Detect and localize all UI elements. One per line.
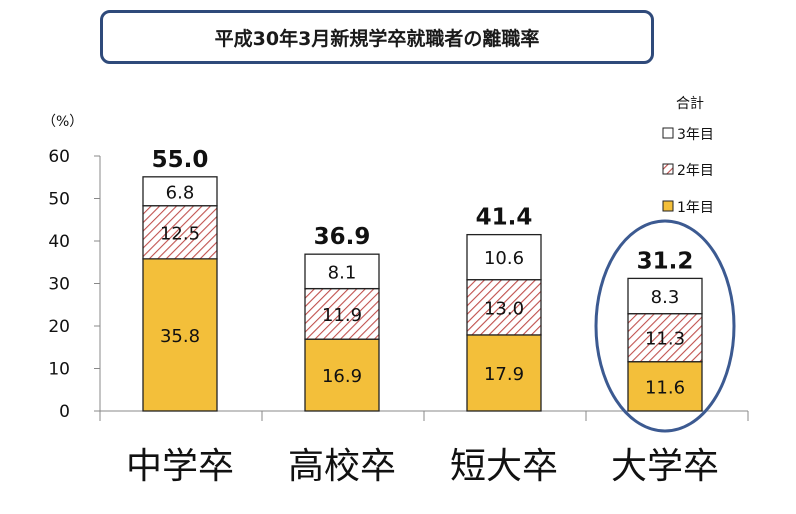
x-category-label: 短大卒 xyxy=(450,446,558,487)
y-tick-label: 60 xyxy=(48,147,70,167)
data-label: 8.3 xyxy=(651,287,680,308)
chart-title-box: 平成30年3月新規学卒就職者の離職率 xyxy=(100,10,654,64)
bar-segment-year2 xyxy=(142,205,218,260)
y-tick-label: 0 xyxy=(59,402,70,422)
total-label: 41.4 xyxy=(476,205,533,231)
y-tick-label: 20 xyxy=(48,317,70,337)
legend-label: 3年目 xyxy=(677,127,714,143)
data-label: 6.8 xyxy=(166,182,195,203)
legend-title: 合計 xyxy=(676,96,704,112)
x-category-label: 中学卒 xyxy=(126,446,234,487)
legend-label: 1年目 xyxy=(677,200,714,216)
y-tick-label: 30 xyxy=(48,275,70,295)
total-label: 36.9 xyxy=(314,224,371,250)
data-label: 13.0 xyxy=(484,298,524,319)
data-label: 16.9 xyxy=(322,366,362,387)
bar-segment-year1 xyxy=(142,258,218,412)
bar-segment-year1 xyxy=(627,361,703,412)
data-label: 35.8 xyxy=(160,326,200,347)
total-label: 31.2 xyxy=(637,248,694,274)
x-category-label: 大学卒 xyxy=(611,446,719,487)
legend-swatch xyxy=(662,127,674,139)
y-tick-label: 50 xyxy=(48,190,70,210)
bar-segment-year2 xyxy=(466,279,542,336)
bar-segment-year3 xyxy=(627,277,703,315)
chart-title: 平成30年3月新規学卒就職者の離職率 xyxy=(214,27,540,50)
data-label: 11.9 xyxy=(322,305,362,326)
x-category-label: 高校卒 xyxy=(288,446,396,487)
bar-segment-year3 xyxy=(466,233,542,281)
data-label: 10.6 xyxy=(484,248,524,269)
bar-segment-year2 xyxy=(304,287,380,340)
legend-label: 2年目 xyxy=(677,163,714,179)
legend-swatch xyxy=(662,200,674,212)
data-label: 11.6 xyxy=(645,377,685,398)
y-axis-unit: （%） xyxy=(42,114,83,130)
data-label: 17.9 xyxy=(484,364,524,385)
data-label: 12.5 xyxy=(160,223,200,244)
data-label: 8.1 xyxy=(328,262,357,283)
bar-segment-year1 xyxy=(304,338,380,412)
data-label: 11.3 xyxy=(645,329,685,350)
bar-segment-year3 xyxy=(142,176,218,207)
total-label: 55.0 xyxy=(152,147,209,173)
y-tick-label: 40 xyxy=(48,232,70,252)
bar-segment-year1 xyxy=(466,334,542,412)
highlight-ellipse xyxy=(594,219,736,433)
bar-segment-year3 xyxy=(304,253,380,290)
bar-segment-year2 xyxy=(627,313,703,363)
y-tick-label: 10 xyxy=(48,360,70,380)
legend-swatch xyxy=(662,163,674,175)
